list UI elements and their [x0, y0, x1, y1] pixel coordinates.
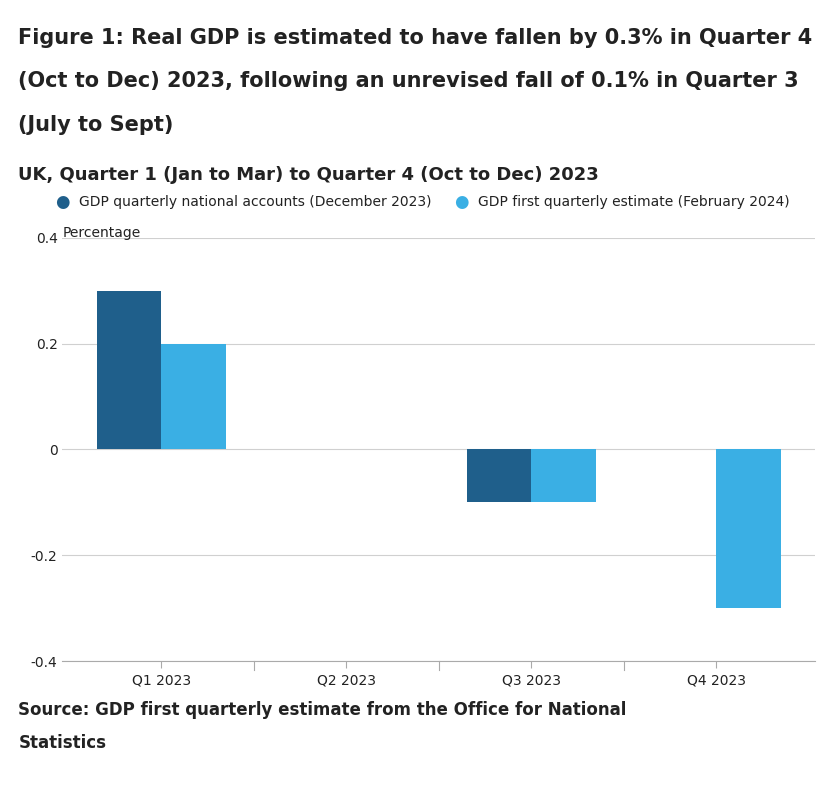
Bar: [97, 291, 161, 449]
Text: Figure 1: Real GDP is estimated to have fallen by 0.3% in Quarter 4: Figure 1: Real GDP is estimated to have …: [18, 28, 813, 48]
Text: UK, Quarter 1 (Jan to Mar) to Quarter 4 (Oct to Dec) 2023: UK, Quarter 1 (Jan to Mar) to Quarter 4 …: [18, 166, 599, 185]
Text: GDP first quarterly estimate (February 2024): GDP first quarterly estimate (February 2…: [478, 195, 790, 209]
Text: Statistics: Statistics: [18, 734, 106, 752]
Text: Percentage: Percentage: [62, 226, 141, 240]
Bar: [532, 449, 597, 502]
Bar: [161, 344, 226, 449]
Bar: [467, 449, 532, 502]
Text: ●: ●: [55, 193, 70, 211]
Bar: [716, 449, 781, 608]
Text: ●: ●: [454, 193, 469, 211]
Text: GDP quarterly national accounts (December 2023): GDP quarterly national accounts (Decembe…: [79, 195, 432, 209]
Text: Source: GDP first quarterly estimate from the Office for National: Source: GDP first quarterly estimate fro…: [18, 701, 626, 719]
Text: (Oct to Dec) 2023, following an unrevised fall of 0.1% in Quarter 3: (Oct to Dec) 2023, following an unrevise…: [18, 71, 799, 91]
Text: (July to Sept): (July to Sept): [18, 115, 174, 135]
